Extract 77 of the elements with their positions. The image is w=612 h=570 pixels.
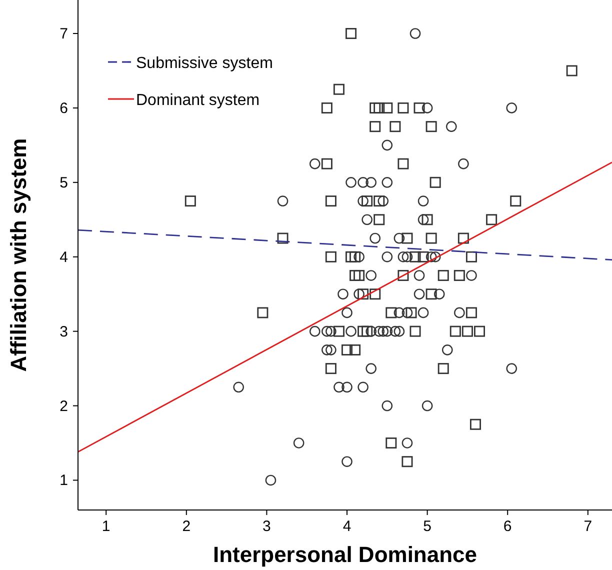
- point: [438, 270, 449, 281]
- x-tick-label: 6: [503, 518, 512, 535]
- x-tick-label: 2: [182, 518, 191, 535]
- point: [426, 121, 437, 132]
- point: [426, 288, 437, 300]
- point: [398, 102, 409, 114]
- y-tick-label: 1: [60, 472, 68, 490]
- y-tick-label: 6: [60, 100, 68, 117]
- point: [358, 288, 369, 300]
- y-tick-label: 2: [60, 398, 68, 415]
- point: [257, 307, 268, 318]
- point: [346, 251, 357, 262]
- point: [362, 196, 373, 207]
- point: [350, 344, 361, 356]
- point: [374, 214, 385, 226]
- x-tick-label: 4: [342, 518, 352, 535]
- x-tick-label: 7: [584, 518, 592, 535]
- point: [474, 326, 486, 337]
- point: [486, 214, 498, 226]
- y-tick-label: 4: [60, 248, 68, 266]
- point: [386, 437, 397, 448]
- point: [374, 102, 385, 114]
- point: [566, 65, 578, 76]
- point: [410, 326, 421, 337]
- point: [426, 232, 437, 244]
- point: [333, 326, 344, 337]
- point: [470, 418, 481, 430]
- y-tick-label: 7: [60, 26, 68, 43]
- point: [422, 214, 433, 226]
- point: [325, 251, 336, 262]
- point: [454, 270, 465, 281]
- point: [414, 102, 425, 114]
- point: [358, 326, 369, 337]
- point: [438, 363, 449, 374]
- point: [350, 270, 361, 281]
- point: [277, 232, 288, 244]
- y-tick-label: 3: [60, 323, 68, 340]
- point: [370, 288, 381, 300]
- y-axis-title: Affiliation with system: [6, 138, 31, 372]
- point: [370, 121, 381, 132]
- point: [458, 232, 469, 244]
- point: [402, 456, 413, 468]
- point: [462, 326, 473, 337]
- point: [382, 102, 393, 114]
- point: [354, 270, 365, 281]
- point: [450, 326, 461, 337]
- point: [390, 121, 401, 132]
- point: [418, 251, 429, 262]
- point: [374, 196, 385, 207]
- point: [325, 363, 336, 374]
- point: [466, 307, 477, 318]
- legend-label: Submissive system: [136, 55, 273, 72]
- point: [346, 28, 357, 40]
- point: [350, 251, 361, 262]
- point: [321, 102, 332, 114]
- point: [386, 307, 397, 318]
- point: [325, 196, 336, 207]
- legend-label: Dominant system: [136, 92, 260, 109]
- x-tick-label: 1: [102, 518, 110, 535]
- point: [342, 344, 353, 356]
- point: [362, 326, 373, 337]
- point: [184, 196, 196, 207]
- point: [370, 102, 381, 114]
- point: [321, 158, 332, 170]
- point: [402, 232, 413, 244]
- point: [398, 270, 409, 281]
- point: [510, 196, 522, 207]
- x-tick-label: 3: [262, 518, 271, 535]
- point: [406, 307, 417, 318]
- y-tick-label: 5: [60, 174, 68, 192]
- point: [430, 176, 441, 188]
- point: [398, 158, 409, 170]
- x-tick-label: 5: [423, 518, 432, 535]
- point: [466, 251, 477, 262]
- x-axis-title: Interpersonal Dominance: [212, 542, 478, 567]
- point: [410, 251, 421, 262]
- point: [333, 84, 344, 95]
